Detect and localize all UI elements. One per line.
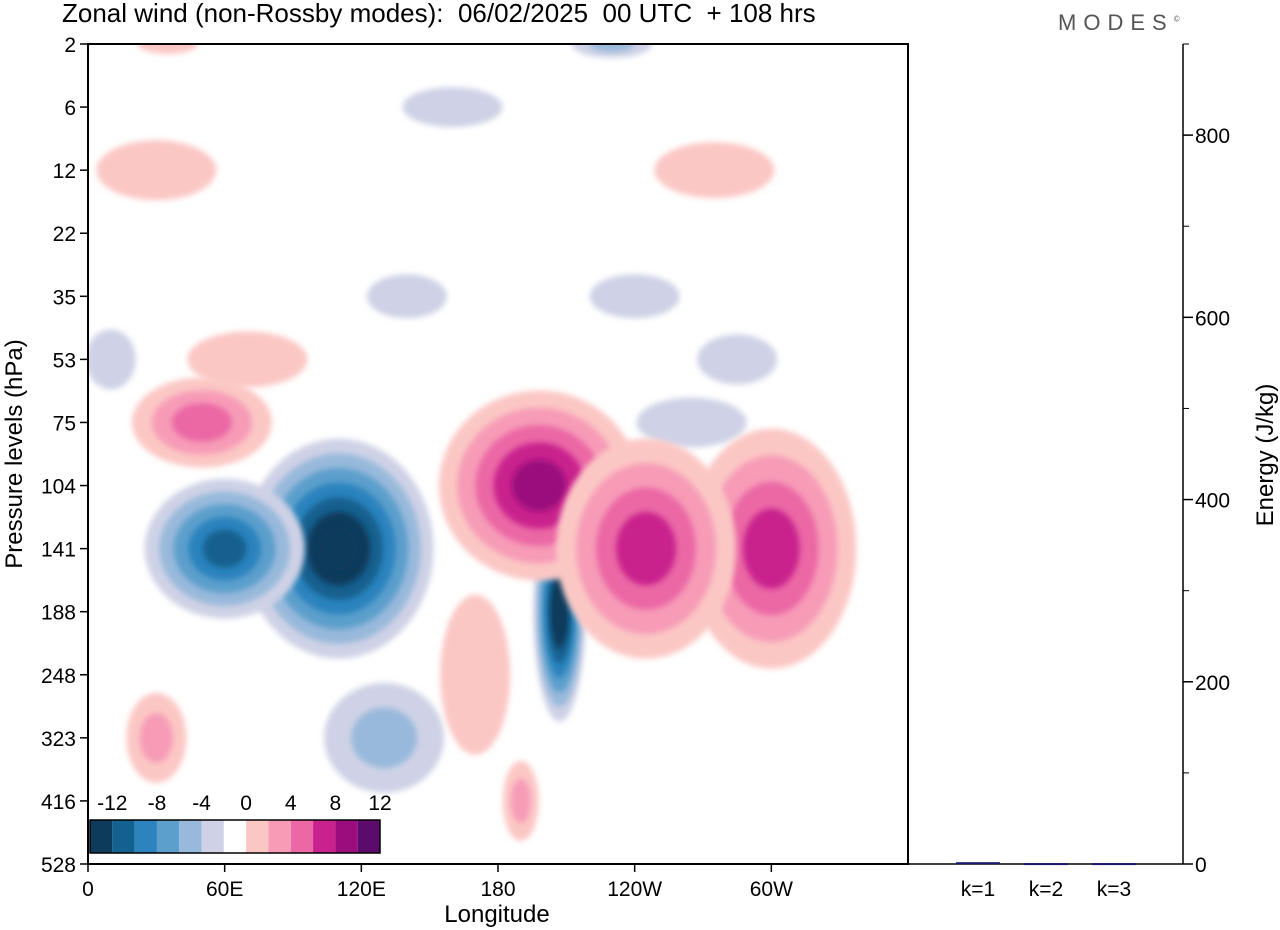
logo-mark: ©	[1173, 14, 1180, 24]
y-tick-label: 75	[53, 412, 76, 435]
colorbar-swatch	[268, 820, 291, 853]
heatmap-cell	[319, 526, 358, 571]
x-tick-label: 120W	[607, 878, 662, 901]
energy-bar-panel: 0 200 400 600 800 k=1 k=2 k=3	[908, 43, 1230, 901]
y-tick-label: 12	[53, 160, 76, 183]
energy-axis-title: Energy (J/kg)	[1252, 384, 1279, 527]
heatmap-cell	[554, 589, 565, 634]
energy-bar	[1092, 863, 1136, 866]
heatmap-cell	[511, 459, 567, 512]
colorbar-swatch	[156, 820, 180, 853]
colorbar-swatch	[246, 820, 269, 853]
colorbar-swatch	[201, 820, 224, 853]
heatmap-cell	[351, 707, 418, 769]
energy-tick-label: 800	[1195, 125, 1230, 148]
modes-logo: MODES©	[1058, 10, 1180, 36]
colorbar-swatch	[90, 820, 113, 853]
y-axis-title: Pressure levels (hPa)	[1, 339, 28, 568]
y-tick-label: 248	[41, 665, 76, 688]
y-tick-label: 323	[41, 728, 76, 751]
heatmap	[88, 44, 857, 841]
colorbar: -12 -8 -4 0 4 8 12	[89, 792, 392, 854]
x-tick-label: 0	[82, 878, 94, 901]
heatmap-cell	[510, 778, 531, 823]
y-tick-label: 188	[41, 602, 76, 625]
x-tick-label: 60E	[206, 878, 243, 901]
colorbar-swatch	[357, 820, 380, 853]
x-tick-label: 120E	[337, 878, 386, 901]
heatmap-cell	[589, 44, 634, 52]
heatmap-cell	[616, 511, 677, 586]
y-axis: 2 6 12 22 35 53 75 104 141 188 248 323 416 528	[41, 34, 88, 877]
heatmap-cell	[654, 142, 775, 199]
heatmap-cell	[697, 334, 778, 385]
heatmap-cell	[88, 329, 136, 390]
heatmap-cell	[137, 44, 198, 54]
colorbar-label: -4	[192, 792, 211, 815]
colorbar-swatch	[223, 820, 247, 853]
heatmap-cell	[96, 140, 217, 201]
logo-text: MODES	[1058, 10, 1174, 35]
y-tick-label: 22	[53, 223, 76, 246]
y-tick-label: 416	[41, 791, 76, 814]
y-tick-label: 2	[64, 34, 76, 57]
energy-tick-label: 0	[1195, 854, 1207, 877]
energy-tick-label: 600	[1195, 307, 1230, 330]
heatmap-cell	[589, 274, 680, 319]
colorbar-swatch	[179, 820, 202, 853]
heatmap-cell	[187, 331, 308, 388]
colorbar-swatch	[335, 820, 358, 853]
colorbar-swatch	[134, 820, 157, 853]
colorbar-label: 4	[285, 792, 297, 815]
heatmap-cell	[366, 274, 447, 319]
energy-bar-label: k=2	[1029, 878, 1063, 901]
chart-title: Zonal wind (non-Rossby modes): 06/02/202…	[62, 0, 816, 28]
heatmap-cell	[440, 594, 511, 755]
heatmap-cell	[171, 403, 232, 442]
colorbar-label: -12	[97, 792, 127, 815]
colorbar-frame	[89, 819, 381, 854]
y-tick-label: 53	[53, 349, 76, 372]
y-tick-label: 141	[41, 539, 76, 562]
colorbar-label: 8	[330, 792, 342, 815]
colorbar-label: 12	[368, 792, 391, 815]
energy-bar-label: k=3	[1097, 878, 1131, 901]
x-axis: 0 60E 120E 180 120W 60W	[82, 864, 793, 901]
x-axis-title: Longitude	[444, 901, 549, 928]
colorbar-swatch	[313, 820, 336, 853]
heatmap-cell	[139, 713, 173, 763]
heatmap-cell	[202, 529, 247, 568]
energy-tick-label: 400	[1195, 490, 1230, 513]
colorbar-swatch	[112, 820, 135, 853]
x-tick-label: 180	[480, 878, 515, 901]
energy-bar	[956, 862, 1000, 865]
colorbar-label: -8	[148, 792, 167, 815]
y-tick-label: 104	[41, 476, 76, 499]
y-tick-label: 6	[64, 97, 76, 120]
y-tick-label: 528	[41, 854, 76, 877]
y-tick-label: 35	[53, 286, 76, 309]
energy-tick-label: 200	[1195, 672, 1230, 695]
x-tick-label: 60W	[750, 878, 793, 901]
colorbar-label: 0	[240, 792, 252, 815]
energy-bar-label: k=1	[961, 878, 995, 901]
heatmap-cell	[636, 397, 747, 448]
heatmap-cell	[402, 87, 503, 128]
energy-bar	[1024, 863, 1068, 866]
heatmap-cell	[743, 508, 800, 589]
colorbar-swatch	[290, 820, 314, 853]
